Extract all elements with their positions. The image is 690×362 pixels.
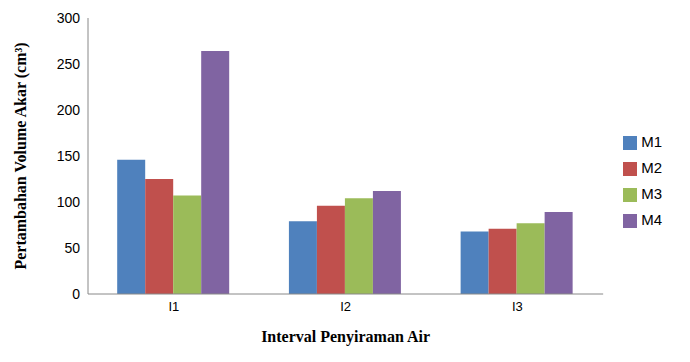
svg-text:250: 250	[57, 56, 81, 72]
svg-text:I3: I3	[512, 299, 523, 314]
svg-text:300: 300	[57, 10, 81, 26]
svg-text:100: 100	[57, 194, 81, 210]
html-text:M2: M2	[641, 159, 662, 176]
svg-text:0: 0	[72, 286, 80, 302]
svg-text:50: 50	[64, 240, 80, 256]
svg-text:Interval Penyiraman Air: Interval Penyiraman Air	[261, 328, 430, 346]
svg-text:I1: I1	[168, 299, 179, 314]
svg-text:Pertambahan Volume Akar (cm³): Pertambahan Volume Akar (cm³)	[12, 42, 30, 269]
svg-text:150: 150	[57, 148, 81, 164]
svg-text:200: 200	[57, 102, 81, 118]
svg-text:I2: I2	[340, 299, 351, 314]
html-text:M1: M1	[641, 133, 662, 150]
html-text:M3: M3	[641, 185, 662, 202]
html-text:M4: M4	[641, 211, 662, 228]
